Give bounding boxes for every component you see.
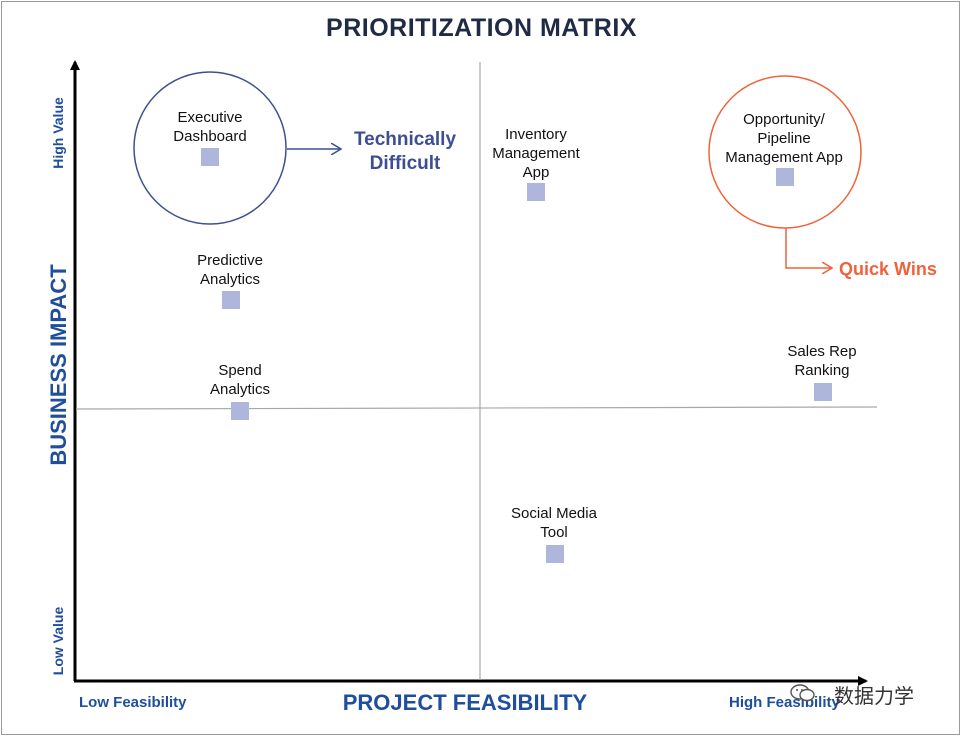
item-label-executive-dashboard: Executive Dashboard — [173, 109, 247, 145]
quick-wins-arrow — [785, 228, 832, 268]
executive-circle — [133, 71, 287, 225]
item-label-inventory-management-app: Inventory Management App — [492, 126, 580, 181]
item-label-predictive-analytics: Predictive Analytics — [197, 252, 263, 288]
x-axis-title: PROJECT FEASIBILITY — [342, 690, 588, 715]
wechat-icon — [790, 684, 815, 702]
low-feasibility-label: Low Feasibility — [79, 694, 187, 711]
low-value-label: Low Value — [50, 606, 66, 676]
item-label-spend-analytics: Spend Analytics — [209, 362, 271, 398]
opportunity-circle — [708, 75, 862, 229]
marker-spend-analytics — [231, 402, 249, 420]
marker-sales-rep-ranking — [814, 383, 832, 401]
item-label-opportunity-pipeline-app: Opportunity/Pipeline Management App — [725, 111, 843, 166]
quick-wins-callout: Quick Wins — [839, 259, 937, 279]
horizontal-divider — [75, 406, 878, 410]
watermark-text: 数据力学 — [834, 686, 914, 708]
marker-social-media-tool — [546, 545, 564, 563]
marker-opportunity-pipeline-app — [776, 168, 794, 186]
item-label-sales-rep-ranking: Sales Rep Ranking — [787, 343, 857, 379]
diagram-title: PRIORITIZATION MATRIX — [326, 14, 637, 42]
high-value-label: High Value — [50, 97, 66, 169]
marker-inventory-management-app — [527, 183, 545, 201]
y-axis-title: BUSINESS IMPACT — [46, 264, 71, 466]
marker-predictive-analytics — [222, 291, 240, 309]
technically-difficult-callout: Technically Difficult — [353, 129, 457, 174]
high-feasibility-label: High Feasibility — [729, 694, 840, 711]
marker-executive-dashboard — [201, 148, 219, 166]
item-label-social-media-tool: Social Media Tool — [511, 505, 597, 541]
